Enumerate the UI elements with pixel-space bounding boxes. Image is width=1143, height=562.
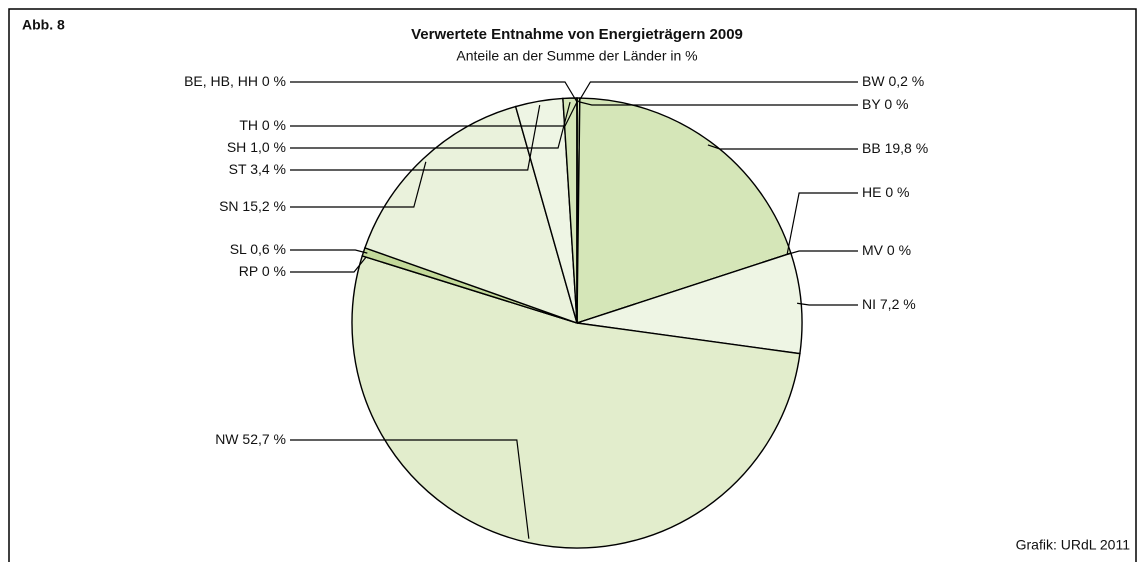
slice-value-label: 0 % (262, 73, 286, 89)
chart-subtitle: Anteile an der Summe der Länder in % (456, 48, 697, 64)
slice-label: RP 0 % (239, 263, 286, 279)
slice-category: RP (239, 263, 258, 279)
slice-label: BW 0,2 % (862, 73, 924, 89)
slice-category: NW (215, 431, 239, 447)
slice-value-label: 52,7 % (242, 431, 286, 447)
pie-slice (351, 255, 801, 549)
slice-label: BB 19,8 % (862, 140, 928, 156)
leader-line (290, 101, 571, 149)
slice-label: BE, HB, HH 0 % (184, 73, 286, 89)
slice-value-label: 0 % (262, 263, 286, 279)
leader-line (290, 105, 541, 171)
slice-value-label: 0 % (884, 96, 908, 112)
slice-category: NI (862, 296, 876, 312)
slice-value-label: 7,2 % (880, 296, 916, 312)
pie-slice (576, 97, 792, 324)
slice-category: BE, HB, HH (184, 73, 258, 89)
slice-label: ST 3,4 % (229, 161, 286, 177)
slice-label: BY 0 % (862, 96, 908, 112)
slice-value-label: 0 % (262, 117, 286, 133)
leader-line (290, 439, 530, 539)
slice-value-label: 19,8 % (885, 140, 929, 156)
pie (351, 97, 803, 549)
source: Grafik: URdL 2011 (1016, 537, 1131, 553)
slice-category: SN (219, 198, 238, 214)
slice-label: SN 15,2 % (219, 198, 286, 214)
slice-value-label: 15,2 % (242, 198, 286, 214)
leader-line (290, 256, 367, 273)
slice-label: TH 0 % (239, 117, 286, 133)
slice-label: MV 0 % (862, 242, 911, 258)
leader-line (786, 192, 858, 255)
leader-line (579, 101, 858, 106)
leader-line (290, 249, 368, 254)
pie-slice (364, 105, 579, 325)
leader-line (797, 302, 858, 306)
chart-title: Verwertete Entnahme von Energieträgern 2… (411, 26, 743, 43)
figure-label: Abb. 8 (22, 17, 65, 33)
slice-value-label: 0 % (885, 184, 909, 200)
slice-category: HE (862, 184, 881, 200)
slice-value-label: 0,2 % (888, 73, 924, 89)
leader-line (577, 81, 858, 103)
slice-value-label: 0,6 % (250, 241, 286, 257)
slice-label: HE 0 % (862, 184, 909, 200)
slice-label: SL 0,6 % (230, 241, 286, 257)
slice-value-label: 0 % (887, 242, 911, 258)
slice-category: TH (239, 117, 258, 133)
slice-value-label: 1,0 % (250, 139, 286, 155)
leader-line (290, 101, 578, 127)
leader-line (786, 250, 858, 256)
slice-category: BW (862, 73, 885, 89)
slice-category: SH (227, 139, 246, 155)
leader-line (290, 81, 578, 103)
slice-category: SL (230, 241, 247, 257)
slice-category: ST (229, 161, 247, 177)
slice-label: SH 1,0 % (227, 139, 286, 155)
slice-category: BY (862, 96, 881, 112)
slice-category: BB (862, 140, 881, 156)
pie-slice (576, 252, 803, 355)
leader-line (707, 144, 858, 150)
leader-line (290, 161, 427, 208)
slice-category: MV (862, 242, 884, 258)
slice-label: NW 52,7 % (215, 431, 286, 447)
slice-label: NI 7,2 % (862, 296, 916, 312)
slice-value-label: 3,4 % (250, 161, 286, 177)
